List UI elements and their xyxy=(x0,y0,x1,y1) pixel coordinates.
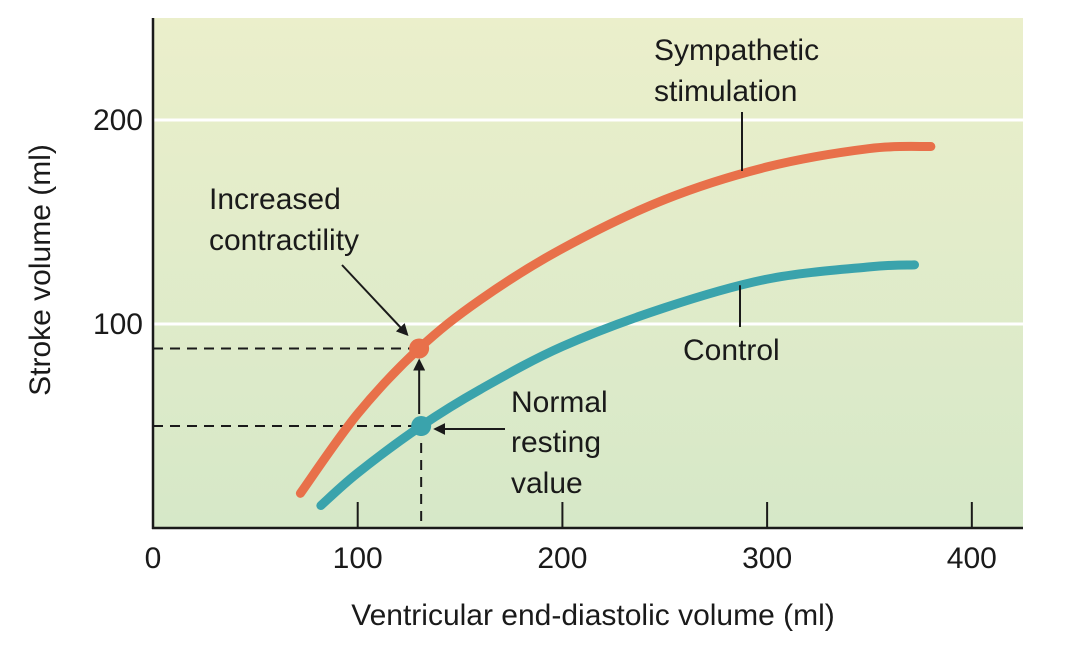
label-sympathetic-line1: Sympathetic xyxy=(654,34,819,67)
x-tick-label-200: 200 xyxy=(537,542,587,575)
x-axis-title: Ventricular end-diastolic volume (ml) xyxy=(351,599,835,632)
point-normal-resting xyxy=(411,416,432,436)
series-lines xyxy=(295,141,936,511)
series-line-control xyxy=(316,260,920,511)
label-increased-line2: contractility xyxy=(209,224,359,257)
point-increased-contractility xyxy=(409,338,430,359)
label-increased-line1: Increased xyxy=(209,183,341,216)
label-sympathetic-line2: stimulation xyxy=(654,75,797,108)
y-axis-title: Stroke volume (ml) xyxy=(24,144,57,396)
x-tick-label-100: 100 xyxy=(333,542,383,575)
label-sympathetic: Sympathetic stimulation xyxy=(654,34,819,108)
x-tick-label-0: 0 xyxy=(145,542,162,575)
plot-background xyxy=(153,18,1023,528)
y-tick-label-200: 200 xyxy=(93,104,143,137)
label-control: Control xyxy=(683,334,780,367)
ticks: 0 100 200 300 400 100 200 xyxy=(93,104,997,575)
guide-lines xyxy=(153,347,423,528)
label-normal-line2: resting xyxy=(511,426,601,459)
callouts xyxy=(341,112,743,435)
data-points xyxy=(409,338,432,436)
axes xyxy=(151,18,1023,530)
series-line-sympathetic xyxy=(295,141,936,498)
x-tick-label-300: 300 xyxy=(742,542,792,575)
label-normal-line3: value xyxy=(511,467,583,500)
grid-lines xyxy=(153,118,1023,326)
label-normal-resting-value: Normal resting value xyxy=(511,386,608,500)
y-tick-label-100: 100 xyxy=(93,308,143,341)
x-tick-label-400: 400 xyxy=(947,542,997,575)
arrow-increased-contractility xyxy=(341,264,409,336)
label-increased-contractility: Increased contractility xyxy=(209,183,359,257)
label-normal-line1: Normal xyxy=(511,386,608,419)
